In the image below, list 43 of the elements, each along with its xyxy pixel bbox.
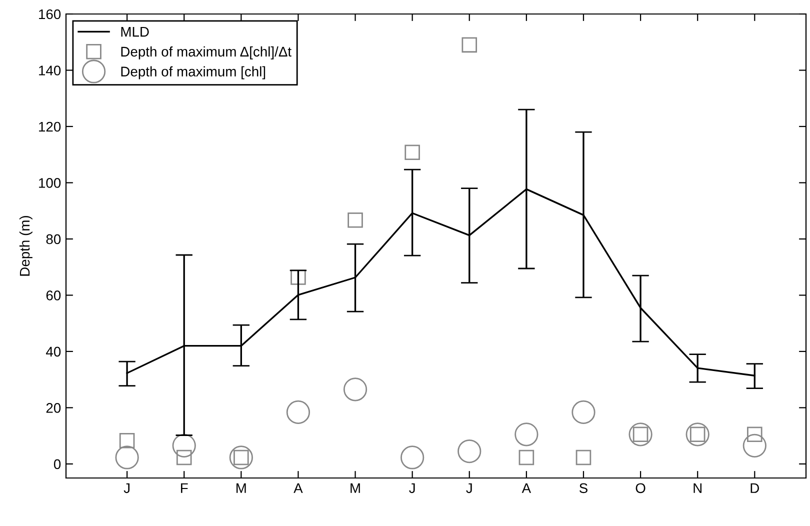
y-tick-label: 20 bbox=[46, 403, 61, 413]
x-tick-label: A bbox=[522, 483, 532, 493]
point bbox=[172, 434, 196, 458]
point bbox=[400, 446, 424, 470]
point bbox=[286, 400, 310, 424]
y-axis-title: Depth (m) bbox=[19, 216, 32, 276]
y-tick-label: 80 bbox=[46, 234, 61, 244]
y-tick-label: 0 bbox=[54, 459, 61, 470]
legend-label: Depth of maximum Δ[chl]/Δt bbox=[121, 46, 292, 60]
point bbox=[348, 212, 363, 228]
point bbox=[518, 450, 534, 466]
y-tick-label: 100 bbox=[39, 178, 61, 188]
point bbox=[119, 432, 135, 448]
x-tick-label: J bbox=[466, 483, 472, 494]
point bbox=[343, 378, 368, 402]
x-tick-label: M bbox=[236, 483, 246, 493]
point bbox=[572, 400, 596, 424]
y-tick-label: 40 bbox=[46, 346, 61, 357]
x-tick-label: M bbox=[350, 483, 360, 493]
y-tick-label: 120 bbox=[39, 122, 61, 132]
point bbox=[176, 450, 192, 466]
point bbox=[404, 144, 420, 160]
x-tick-label: O bbox=[636, 483, 646, 494]
point bbox=[462, 37, 478, 53]
point bbox=[458, 439, 482, 464]
legend-label: Depth of maximum [chl] bbox=[121, 66, 266, 80]
point bbox=[742, 434, 766, 458]
x-tick-label: A bbox=[294, 483, 303, 493]
legend-label: MLD bbox=[121, 27, 149, 37]
x-tick-label: N bbox=[694, 483, 702, 493]
x-tick-label: J bbox=[409, 483, 415, 494]
point bbox=[576, 450, 592, 466]
x-tick-label: D bbox=[750, 483, 759, 493]
point bbox=[290, 270, 306, 285]
x-tick-label: J bbox=[124, 483, 130, 494]
y-tick-label: 160 bbox=[39, 9, 61, 20]
y-tick-label: 60 bbox=[46, 290, 61, 300]
point bbox=[514, 422, 538, 446]
point bbox=[115, 446, 139, 470]
x-tick-label: S bbox=[579, 483, 588, 494]
point bbox=[747, 426, 762, 442]
y-tick-label: 140 bbox=[39, 66, 61, 76]
x-tick-label: F bbox=[181, 483, 188, 493]
